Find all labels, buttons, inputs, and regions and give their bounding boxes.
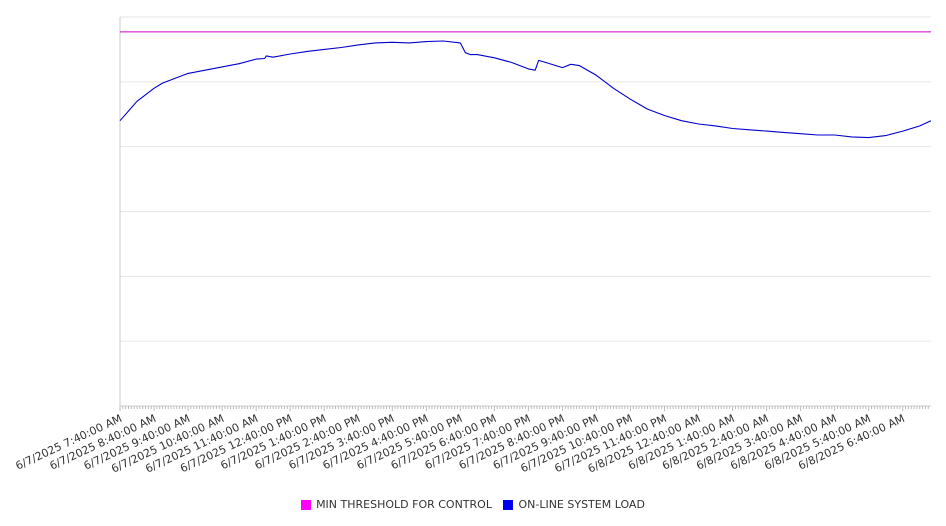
system-load-line <box>119 40 932 139</box>
legend-swatch-threshold <box>301 499 312 510</box>
x-axis-ticks <box>119 406 929 411</box>
x-axis-tick-labels: 6/7/2025 7:40:00 AM6/7/2025 8:40:00 AM6/… <box>14 412 907 476</box>
legend-item-system-load[interactable]: ON-LINE SYSTEM LOAD <box>503 498 645 511</box>
legend-label-system-load: ON-LINE SYSTEM LOAD <box>518 498 645 511</box>
gridlines <box>120 16 931 342</box>
legend-swatch-system-load <box>503 499 514 510</box>
series-lines <box>119 31 932 139</box>
legend-label-threshold: MIN THRESHOLD FOR CONTROL <box>316 498 492 511</box>
legend: MIN THRESHOLD FOR CONTROL ON-LINE SYSTEM… <box>0 498 946 513</box>
legend-item-threshold[interactable]: MIN THRESHOLD FOR CONTROL <box>301 498 492 511</box>
